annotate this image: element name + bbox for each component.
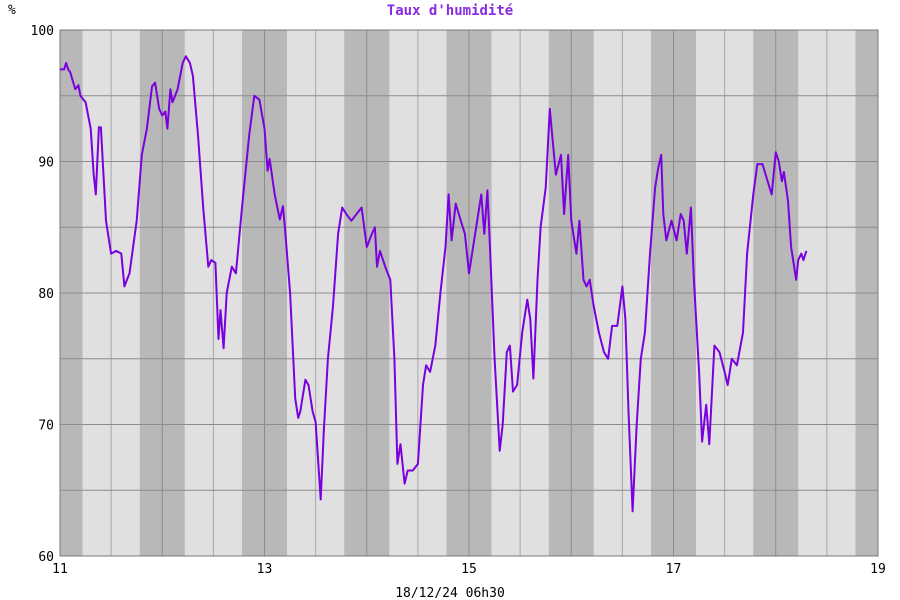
footer-timestamp: 18/12/24 06h30 [395,586,505,600]
x-tick-label: 11 [52,562,68,577]
chart-title: Taux d'humidité [387,3,513,19]
y-tick-label: 100 [31,24,54,39]
plot-area: 60 70 80 90 100 11 13 15 17 19 [31,24,886,577]
y-tick-label: 80 [38,287,54,302]
plot-frame [59,29,879,557]
humidity-series-line [60,55,808,513]
y-tick-label: 70 [38,419,54,434]
y-tick-label: 90 [38,156,54,171]
x-tick-label: 13 [257,562,273,577]
unit-label: % [8,3,16,18]
x-tick-label: 17 [666,562,682,577]
x-tick-label: 15 [461,562,477,577]
y-tick-label: 60 [38,550,54,565]
x-tick-label: 19 [870,562,886,577]
